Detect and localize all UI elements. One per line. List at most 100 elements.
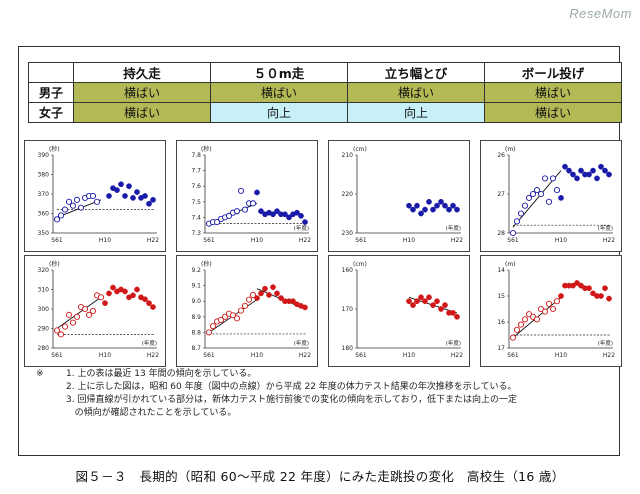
y-tick-label: 7.3 — [191, 230, 201, 237]
data-point-open — [217, 316, 225, 323]
data-point-filled — [298, 212, 304, 219]
data-point-open — [65, 198, 73, 205]
data-point-filled — [146, 300, 152, 307]
data-point-filled — [106, 193, 112, 199]
summary-cell: 横ばい — [73, 102, 211, 123]
x-tick-label: H10 — [251, 237, 263, 244]
data-point-filled — [586, 285, 592, 292]
data-point-filled — [454, 313, 460, 320]
data-point-open — [237, 187, 245, 194]
chart-svg: (秒) 280 290 300 310 320 S61 H10 H22 (年度) — [38, 260, 160, 359]
chart-svg: (秒) 7.3 7.4 7.5 7.6 7.7 7.8 S61 H10 H22 (年度) — [191, 145, 311, 244]
x-tick-label: H10 — [555, 352, 567, 359]
data-point-filled — [406, 202, 412, 209]
data-point-open — [53, 327, 61, 334]
unit-label: (秒) — [49, 145, 60, 153]
x-unit-label: (年度) — [598, 339, 613, 347]
unit-label: (秒) — [201, 145, 212, 153]
data-point-open — [73, 196, 81, 203]
data-point-open — [533, 316, 541, 323]
x-unit-label: (年度) — [294, 224, 309, 232]
y-tick-label: 230 — [342, 230, 354, 237]
chart-panel: (cm) 160 170 180 S61 H10 H22 (年度) — [328, 255, 470, 367]
data-point-open — [61, 323, 69, 330]
x-tick-label: H22 — [147, 237, 159, 244]
x-tick-label: H10 — [251, 352, 263, 359]
y-tick-label: 300 — [38, 306, 50, 313]
y-tick-label: 370 — [38, 191, 50, 198]
data-point-open — [509, 334, 517, 341]
data-point-open — [57, 212, 65, 219]
chart-panel: (m) 26 27 28 S61 H10 H22 (年度) — [480, 140, 622, 252]
data-point-open — [249, 200, 257, 207]
x-tick-label: H22 — [603, 237, 615, 244]
data-point-filled — [302, 219, 308, 225]
unit-label: (cm) — [353, 261, 367, 268]
data-point-filled — [606, 171, 612, 178]
data-point-filled — [578, 282, 584, 289]
data-point-filled — [150, 197, 156, 203]
data-point-open — [241, 206, 249, 213]
x-tick-label: H22 — [147, 352, 159, 359]
data-point-open — [57, 331, 65, 338]
unit-label: (m) — [505, 261, 516, 268]
x-tick-label: H10 — [403, 352, 415, 359]
y-tick-label: 360 — [38, 211, 50, 218]
y-tick-label: 15 — [497, 293, 505, 300]
data-point-open — [205, 329, 213, 336]
data-point-open — [529, 190, 537, 198]
data-point-filled — [410, 302, 416, 308]
y-tick-label: 220 — [342, 191, 354, 198]
data-point-filled — [150, 304, 156, 310]
data-point-filled — [146, 200, 152, 207]
x-unit-label: (年度) — [598, 224, 613, 232]
data-point-filled — [130, 292, 136, 299]
data-point-filled — [274, 208, 280, 215]
x-tick-label: H22 — [299, 352, 311, 359]
y-tick-label: 7.4 — [191, 214, 201, 221]
data-point-filled — [422, 206, 428, 213]
x-unit-label: (年度) — [446, 339, 461, 347]
data-point-filled — [270, 284, 276, 291]
summary-cell: 横ばい — [73, 82, 211, 103]
summary-row-female: 女子 横ばい 向上 向上 横ばい — [28, 102, 622, 123]
regression-line — [56, 296, 102, 329]
data-point-filled — [578, 167, 584, 174]
data-point-open — [537, 190, 545, 198]
data-point-open — [237, 307, 245, 314]
data-point-filled — [430, 302, 436, 308]
y-tick-label: 9.2 — [191, 267, 201, 274]
data-point-filled — [566, 167, 572, 174]
x-tick-label: S61 — [507, 352, 519, 359]
data-point-filled — [570, 171, 576, 178]
summary-cell: 向上 — [210, 102, 348, 123]
data-point-filled — [134, 286, 140, 293]
data-point-open — [77, 204, 85, 211]
y-tick-label: 210 — [342, 152, 354, 159]
data-point-filled — [418, 210, 424, 217]
note-line: 3. 回帰直線が引かれている部分は，新体力テスト施行前後での変化の傾向を示してお… — [66, 395, 518, 405]
summary-cell: 横ばい — [210, 82, 348, 103]
data-point-filled — [262, 285, 268, 292]
unit-label: (秒) — [201, 260, 212, 268]
data-point-open — [521, 316, 529, 323]
data-point-filled — [278, 295, 284, 301]
data-point-filled — [430, 206, 436, 213]
data-point-filled — [598, 293, 604, 299]
y-tick-label: 380 — [38, 172, 50, 179]
data-point-open — [97, 294, 105, 301]
data-point-filled — [570, 282, 576, 289]
data-point-filled — [558, 195, 564, 201]
data-point-open — [69, 319, 77, 326]
data-point-open — [233, 208, 241, 215]
y-tick-label: 7.6 — [191, 183, 201, 190]
data-point-filled — [106, 290, 112, 297]
y-tick-label: 350 — [38, 230, 50, 237]
data-point-open — [213, 219, 221, 226]
data-point-filled — [590, 290, 596, 297]
y-tick-label: 8.8 — [191, 329, 201, 336]
data-point-filled — [122, 288, 128, 295]
data-point-open — [545, 198, 553, 205]
data-point-filled — [422, 298, 428, 305]
